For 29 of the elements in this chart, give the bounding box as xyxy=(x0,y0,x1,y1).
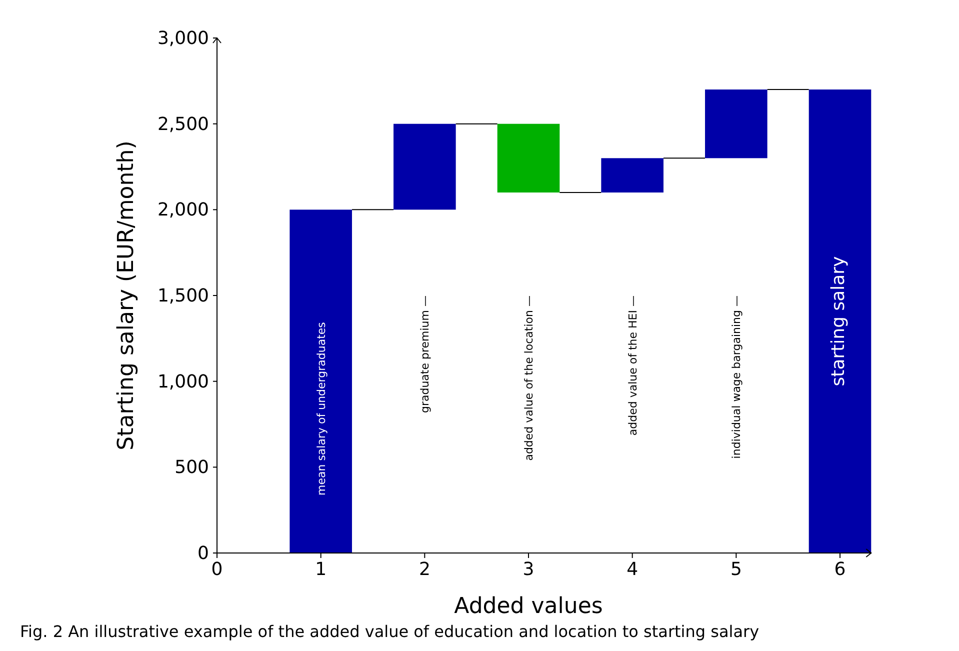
annotation: mean salary of undergraduates xyxy=(314,322,328,496)
y-tick-label: 2,000 xyxy=(157,200,209,221)
bar xyxy=(497,124,560,192)
caption: Fig. 2 An illustrative example of the added value of education and location to starting salary xyxy=(20,622,760,641)
annotation: individual wage bargaining — xyxy=(730,296,744,459)
x-tick-label: 6 xyxy=(834,559,846,580)
annotation: starting salary xyxy=(828,256,849,386)
bar xyxy=(394,124,456,210)
x-tick-label: 3 xyxy=(522,559,534,580)
y-tick-label: 0 xyxy=(198,543,209,564)
y-axis-title: Starting salary (EUR/month) xyxy=(114,140,139,450)
bar xyxy=(808,90,872,553)
annotation: graduate premium — xyxy=(418,296,432,414)
bar xyxy=(705,90,768,158)
y-tick-label: 500 xyxy=(174,457,209,478)
y-tick-label: 1,000 xyxy=(157,371,209,392)
annotation: added value of the HEI — xyxy=(626,296,640,436)
x-tick-label: 5 xyxy=(730,559,742,580)
y-tick-label: 2,500 xyxy=(157,114,209,135)
x-tick-label: 2 xyxy=(418,559,430,580)
x-axis-title: Added values xyxy=(454,594,603,619)
bar xyxy=(601,158,664,192)
x-tick-label: 4 xyxy=(626,559,638,580)
annotation: added value of the location — xyxy=(522,296,536,461)
x-tick-label: 1 xyxy=(315,559,327,580)
x-tick-label: 0 xyxy=(211,559,223,580)
bar xyxy=(290,210,352,553)
y-tick-label: 1,500 xyxy=(157,286,209,306)
y-tick-label: 3,000 xyxy=(157,28,209,49)
